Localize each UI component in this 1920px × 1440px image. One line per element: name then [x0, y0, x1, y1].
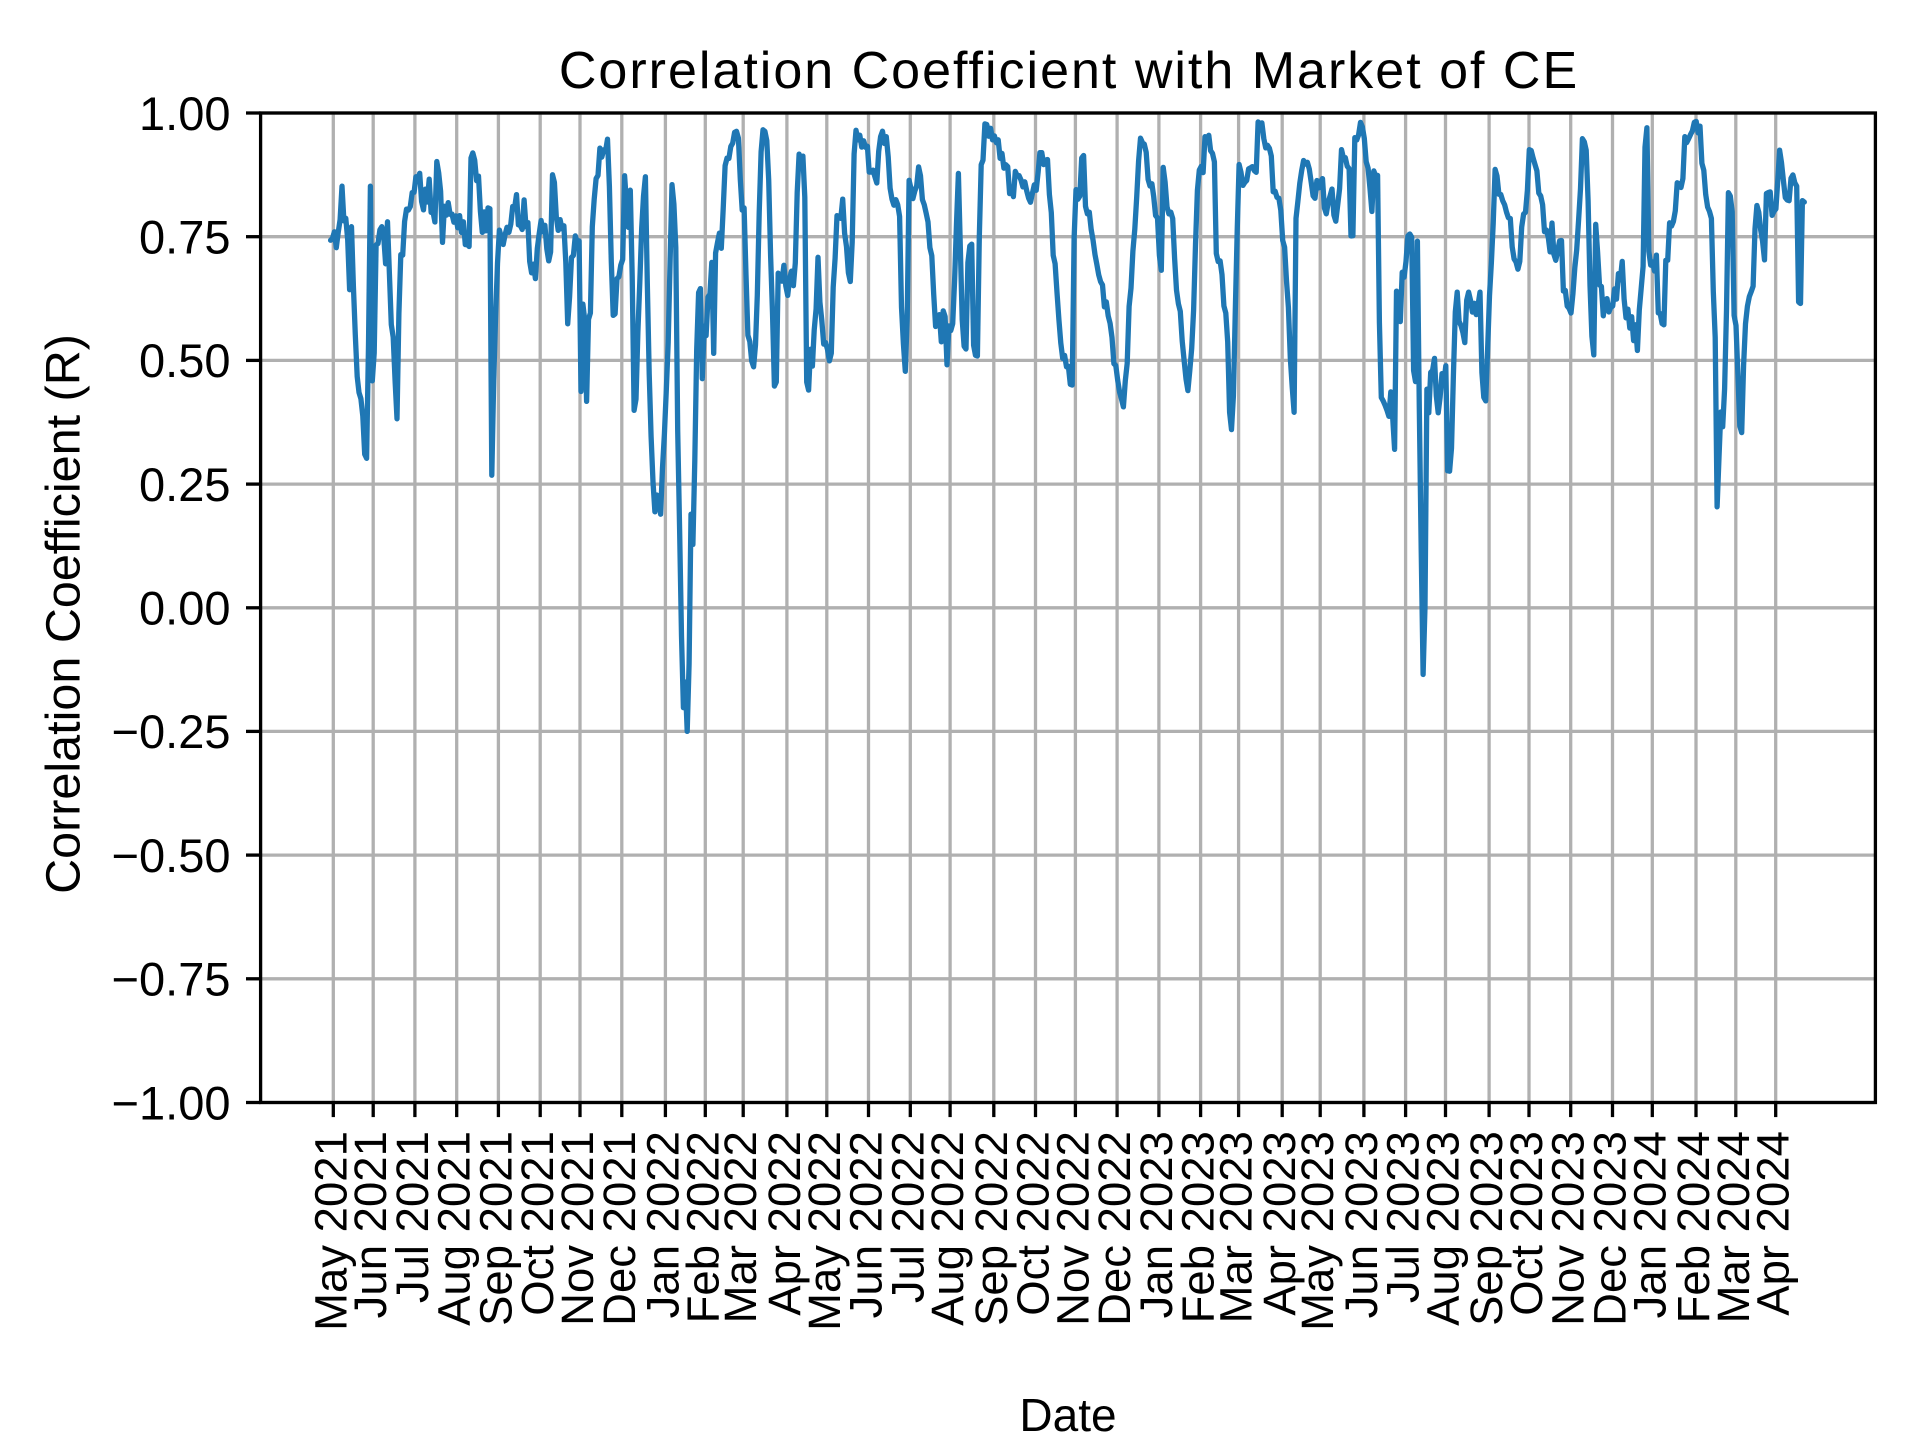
svg-text:Dec 2022: Dec 2022	[1089, 1131, 1140, 1326]
svg-text:Mar 2023: Mar 2023	[1211, 1131, 1262, 1323]
svg-text:Oct 2023: Oct 2023	[1501, 1131, 1552, 1316]
svg-text:Date: Date	[1019, 1389, 1116, 1440]
svg-text:0.25: 0.25	[139, 458, 230, 511]
svg-text:May 2022: May 2022	[799, 1131, 850, 1331]
svg-text:Apr 2024: Apr 2024	[1748, 1131, 1799, 1316]
svg-text:Aug 2023: Aug 2023	[1418, 1131, 1469, 1326]
svg-text:Nov 2022: Nov 2022	[1047, 1131, 1098, 1326]
svg-text:Feb 2023: Feb 2023	[1173, 1131, 1224, 1323]
svg-text:Jun 2022: Jun 2022	[841, 1131, 892, 1318]
svg-text:Jan 2022: Jan 2022	[637, 1131, 688, 1318]
svg-text:Sep 2023: Sep 2023	[1461, 1131, 1512, 1326]
svg-text:Jun 2023: Jun 2023	[1336, 1131, 1387, 1318]
svg-text:Apr 2022: Apr 2022	[759, 1131, 810, 1316]
svg-text:Sep 2021: Sep 2021	[470, 1131, 521, 1326]
svg-text:0.00: 0.00	[139, 582, 230, 635]
svg-text:Apr 2023: Apr 2023	[1254, 1131, 1305, 1316]
svg-text:May 2023: May 2023	[1292, 1131, 1343, 1331]
svg-text:Jul 2022: Jul 2022	[882, 1131, 933, 1303]
svg-text:Oct 2021: Oct 2021	[512, 1131, 563, 1316]
svg-text:−0.50: −0.50	[112, 829, 231, 882]
svg-text:Correlation Coefficient with M: Correlation Coefficient with Market of C…	[559, 42, 1579, 100]
svg-text:Nov 2021: Nov 2021	[552, 1131, 603, 1326]
svg-text:May 2021: May 2021	[305, 1131, 356, 1331]
svg-text:Correlation Coefficient (R): Correlation Coefficient (R)	[37, 334, 91, 894]
svg-text:Oct 2022: Oct 2022	[1008, 1131, 1059, 1316]
svg-text:1.00: 1.00	[139, 87, 230, 140]
svg-text:−1.00: −1.00	[112, 1076, 231, 1129]
svg-text:−0.25: −0.25	[112, 705, 231, 758]
svg-text:0.75: 0.75	[139, 211, 230, 264]
svg-text:Dec 2021: Dec 2021	[594, 1131, 645, 1326]
svg-text:Feb 2024: Feb 2024	[1668, 1131, 1719, 1323]
svg-text:−0.75: −0.75	[112, 953, 231, 1006]
svg-text:Jan 2023: Jan 2023	[1131, 1131, 1182, 1318]
svg-text:Sep 2022: Sep 2022	[966, 1131, 1017, 1326]
svg-text:Mar 2022: Mar 2022	[715, 1131, 766, 1323]
svg-text:Feb 2022: Feb 2022	[677, 1131, 728, 1323]
svg-text:Mar 2024: Mar 2024	[1708, 1131, 1759, 1323]
svg-text:Aug 2021: Aug 2021	[429, 1131, 480, 1326]
svg-text:Jun 2021: Jun 2021	[345, 1131, 396, 1318]
svg-text:Jul 2023: Jul 2023	[1378, 1131, 1429, 1303]
svg-text:Jul 2021: Jul 2021	[387, 1131, 438, 1303]
svg-text:Aug 2022: Aug 2022	[922, 1131, 973, 1326]
svg-text:0.50: 0.50	[139, 334, 230, 387]
svg-text:Nov 2023: Nov 2023	[1543, 1131, 1594, 1326]
svg-text:Dec 2023: Dec 2023	[1585, 1131, 1636, 1326]
svg-text:Jan 2024: Jan 2024	[1624, 1131, 1675, 1318]
